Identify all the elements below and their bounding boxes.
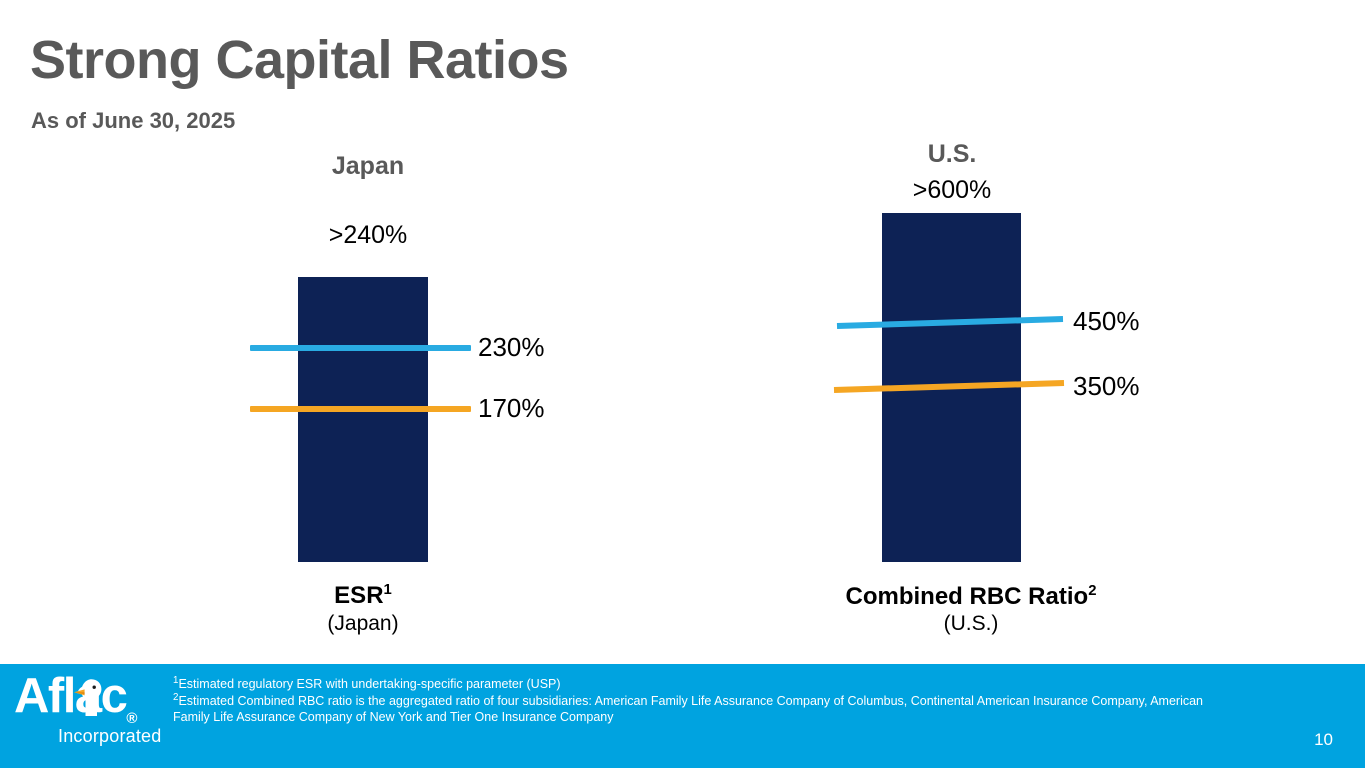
threshold-label-japan-upper: 230% <box>478 332 545 362</box>
threshold-label-us-lower: 350% <box>1073 371 1140 401</box>
footnote-2: 2Estimated Combined RBC ratio is the agg… <box>173 691 1243 726</box>
threshold-label-us-upper: 450% <box>1073 306 1140 336</box>
footnote-1-marker: 1 <box>173 674 179 686</box>
threshold-line-us-lower <box>833 380 1065 393</box>
page-title: Strong Capital Ratios <box>30 30 569 90</box>
axis-name-us-text: Combined RBC Ratio <box>845 583 1089 610</box>
logo-wordmark-label: Aflac <box>14 669 128 723</box>
axis-name-japan: ESR1 <box>273 582 453 610</box>
axis-sub-japan: (Japan) <box>327 612 399 635</box>
footnote-2-marker: 2 <box>173 691 179 703</box>
cap-label-us: >600% <box>912 176 992 204</box>
group-heading-us: U.S. <box>927 140 977 168</box>
threshold-line-us-upper <box>836 316 1064 329</box>
footnote-2-text-line2: Family Life Assurance Company of New Yor… <box>173 710 614 724</box>
capital-ratios-chart: Japan >240% 230% 170% ESR1 (Japan) U.S. … <box>250 140 1141 635</box>
page-subtitle: As of June 30, 2025 <box>31 108 236 133</box>
axis-sub-us: (U.S.) <box>943 612 999 635</box>
footer-band: Aflac® Incorporated 1Estimated regulator… <box>0 664 1365 768</box>
logo-wordmark-text: Aflac® <box>14 672 137 726</box>
page-number: 10 <box>1314 730 1333 749</box>
footnote-1-text: Estimated regulatory ESR with undertakin… <box>178 677 561 691</box>
group-heading-japan: Japan <box>331 152 405 180</box>
threshold-line-japan-upper <box>250 345 471 351</box>
cap-label-japan: >240% <box>328 221 408 249</box>
bar-japan <box>298 277 428 562</box>
axis-name-japan-superscript: 1 <box>383 582 392 598</box>
footnote-1: 1Estimated regulatory ESR with undertaki… <box>173 674 1243 693</box>
threshold-line-japan-lower <box>250 406 471 412</box>
axis-name-us: Combined RBC Ratio2 <box>801 583 1141 611</box>
logo-tagline: Incorporated <box>58 726 162 746</box>
footnote-2-text-line1: Estimated Combined RBC ratio is the aggr… <box>178 693 1204 708</box>
footnotes: 1Estimated regulatory ESR with undertaki… <box>173 674 1243 726</box>
axis-name-us-superscript: 2 <box>1088 583 1097 599</box>
duck-icon <box>74 679 102 716</box>
axis-name-japan-text: ESR <box>334 582 384 609</box>
aflac-logo: Aflac® Incorporated <box>14 672 166 756</box>
registered-trademark-icon: ® <box>126 709 138 727</box>
threshold-label-japan-lower: 170% <box>478 393 545 423</box>
